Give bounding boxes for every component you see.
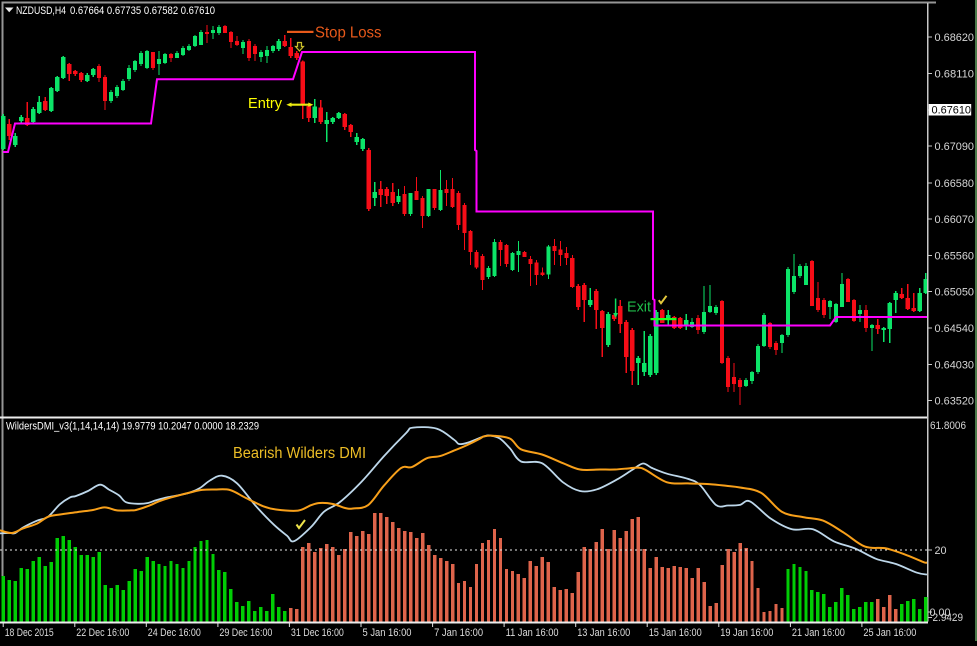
svg-text:0.63520: 0.63520 [935, 396, 975, 408]
svg-text:19 Jan 16:00: 19 Jan 16:00 [720, 627, 773, 639]
svg-text:20: 20 [935, 545, 947, 557]
svg-text:29 Dec 16:00: 29 Dec 16:00 [219, 627, 272, 639]
svg-text:0.68620: 0.68620 [935, 32, 975, 44]
svg-text:0.67610: 0.67610 [932, 104, 972, 116]
svg-text:WildersDMI_v3(1,14,14,14) 19.9: WildersDMI_v3(1,14,14,14) 19.9779 10.204… [6, 421, 259, 433]
svg-text:21 Jan 16:00: 21 Jan 16:00 [792, 627, 845, 639]
svg-text:5 Jan 16:00: 5 Jan 16:00 [363, 627, 412, 639]
svg-text:0.64540: 0.64540 [935, 323, 975, 335]
svg-text:NZDUSD,H4: NZDUSD,H4 [16, 5, 66, 17]
svg-text:61.8006: 61.8006 [930, 420, 966, 432]
svg-text:Exit: Exit [627, 299, 652, 316]
svg-text:18 Dec 2015: 18 Dec 2015 [5, 627, 54, 639]
svg-text:0.67090: 0.67090 [935, 141, 975, 153]
svg-text:0.65560: 0.65560 [935, 251, 975, 263]
svg-text:15 Jan 16:00: 15 Jan 16:00 [649, 627, 702, 639]
svg-text:Entry: Entry [248, 95, 282, 112]
svg-text:0.67664 0.67735 0.67582 0.6761: 0.67664 0.67735 0.67582 0.67610 [70, 5, 215, 17]
svg-text:22 Dec 16:00: 22 Dec 16:00 [76, 627, 129, 639]
svg-text:2.9429: 2.9429 [933, 612, 964, 624]
svg-text:24 Dec 16:00: 24 Dec 16:00 [148, 627, 201, 639]
svg-text:0.66580: 0.66580 [935, 178, 975, 190]
svg-text:0.68110: 0.68110 [935, 69, 975, 81]
svg-text:0.00: 0.00 [930, 607, 951, 619]
svg-text:25 Jan 16:00: 25 Jan 16:00 [863, 627, 916, 639]
svg-text:7 Jan 16:00: 7 Jan 16:00 [434, 627, 483, 639]
svg-text:13 Jan 16:00: 13 Jan 16:00 [577, 627, 630, 639]
svg-text:11 Jan 16:00: 11 Jan 16:00 [506, 627, 559, 639]
svg-text:31 Dec 16:00: 31 Dec 16:00 [291, 627, 344, 639]
svg-text:0.64030: 0.64030 [935, 360, 975, 372]
svg-text:Bearish Wilders DMI: Bearish Wilders DMI [233, 445, 366, 462]
svg-text:0.66070: 0.66070 [935, 214, 975, 226]
svg-text:Stop Loss: Stop Loss [315, 24, 382, 41]
svg-text:0.65050: 0.65050 [935, 287, 975, 299]
